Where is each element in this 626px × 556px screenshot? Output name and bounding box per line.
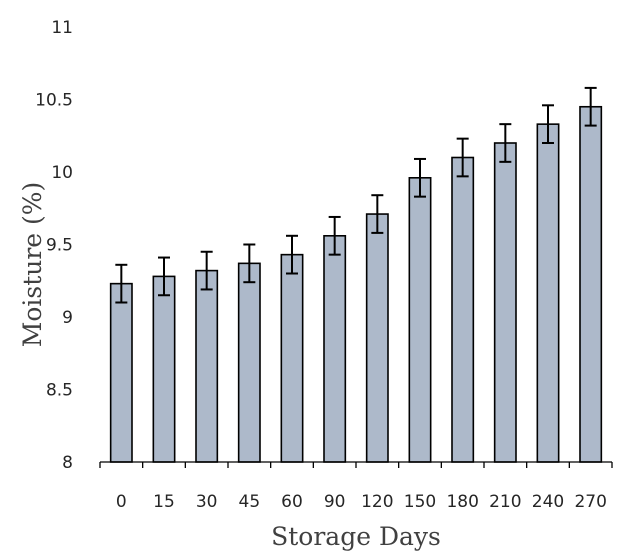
x-axis-title: Storage Days (271, 522, 441, 551)
x-tick-label: 240 (532, 492, 564, 512)
x-tick-label: 90 (324, 492, 346, 512)
y-tick-label: 8 (62, 453, 73, 473)
y-axis-title: Moisture (%) (18, 182, 47, 348)
x-tick-label: 60 (281, 492, 303, 512)
bar (451, 156, 475, 463)
x-tick-label: 210 (489, 492, 521, 512)
x-tick-label: 15 (153, 492, 175, 512)
x-tick-label: 45 (239, 492, 261, 512)
y-tick-label: 9 (62, 308, 73, 328)
bars (109, 105, 603, 463)
y-tick-label: 8.5 (46, 381, 73, 401)
x-tick-label: 150 (404, 492, 436, 512)
y-tick-label: 10 (51, 163, 73, 183)
bar (365, 213, 389, 463)
x-tick-label: 270 (574, 492, 606, 512)
bar (109, 282, 133, 463)
bar (579, 105, 603, 463)
bar (237, 262, 261, 463)
y-tick-label: 11 (51, 18, 73, 38)
y-tick-label: 10.5 (35, 91, 73, 111)
bar (152, 275, 176, 463)
error-bars (115, 86, 597, 304)
bar (323, 235, 347, 463)
y-tick-label: 9.5 (46, 236, 73, 256)
bar (536, 123, 560, 463)
bar (195, 269, 219, 463)
y-axis-tick-labels: 8 8.5 9 9.5 10 10.5 11 (35, 18, 73, 473)
bar (280, 253, 304, 463)
x-tick-label: 180 (446, 492, 478, 512)
x-tick-label: 0 (116, 492, 127, 512)
bar (408, 177, 432, 463)
x-tick-label: 120 (361, 492, 393, 512)
x-axis-ticks (99, 462, 613, 468)
bar (493, 142, 517, 463)
x-tick-label: 30 (196, 492, 218, 512)
x-axis-tick-labels: 0 15 30 45 60 90 120 150 180 210 240 270 (116, 492, 607, 512)
